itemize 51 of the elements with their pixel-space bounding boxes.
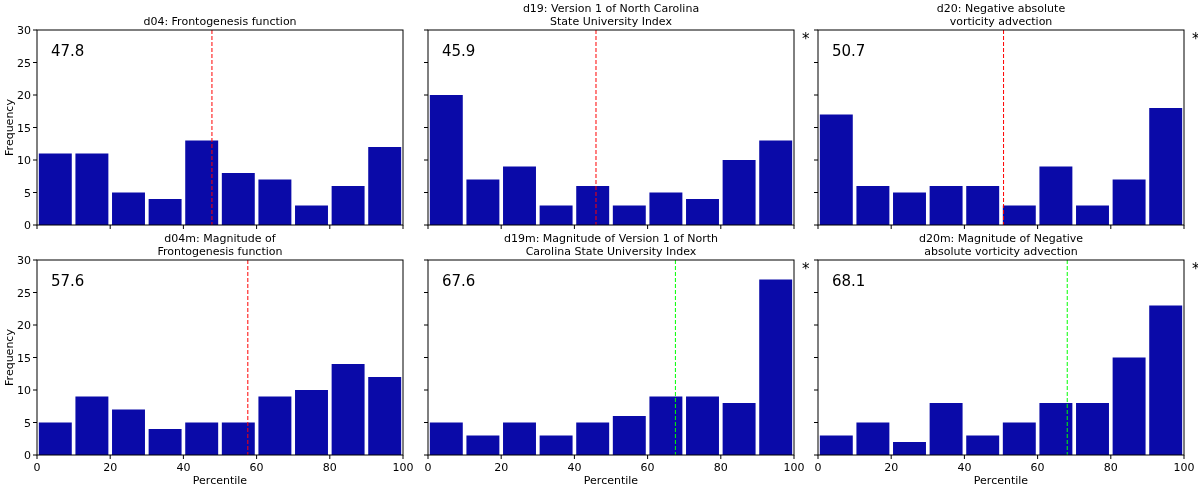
- chart-title: d20: Negative absolute vorticity advection: [936, 2, 1066, 28]
- x-tick-label: 80: [322, 461, 337, 474]
- y-tick-label: 5: [24, 186, 31, 200]
- x-tick-label: 60: [249, 461, 264, 474]
- x-tick-label: 40: [176, 461, 191, 474]
- y-tick-label: 10: [17, 384, 31, 397]
- x-axis-title: Percentile: [973, 474, 1029, 485]
- x-tick-label: 20: [103, 461, 118, 474]
- x-tick-label: 100: [1173, 461, 1195, 474]
- x-tick-label: 40: [567, 461, 582, 474]
- y-tick-label: 25: [17, 56, 31, 70]
- y-tick-label: 0: [24, 219, 31, 232]
- y-tick-label: 25: [17, 286, 31, 300]
- y-tick-label: 10: [17, 154, 31, 167]
- y-tick-label: 15: [17, 351, 31, 365]
- x-tick-label: 100: [783, 461, 805, 474]
- chart-title: d19m: Magnitude of Version 1 of North Carolina State University Index: [503, 232, 719, 258]
- x-tick-label: 80: [713, 461, 728, 474]
- y-tick-label: 30: [17, 254, 31, 267]
- annotation: 67.6: [442, 272, 476, 290]
- y-tick-label: 30: [17, 24, 31, 37]
- annotation: 50.7: [832, 42, 866, 60]
- x-tick-label: 40: [957, 461, 972, 474]
- x-tick-label: 20: [884, 461, 899, 474]
- x-tick-label: 0: [814, 461, 822, 474]
- text: *: [802, 30, 810, 48]
- y-axis-title: Frequency: [3, 98, 16, 156]
- y-tick-label: 0: [24, 449, 31, 462]
- x-tick-label: 80: [1103, 461, 1118, 474]
- annotation: 45.9: [442, 42, 476, 60]
- chart-title: d19: Version 1 of North Carolina State University Index: [522, 2, 700, 28]
- x-tick-label: 60: [1030, 461, 1045, 474]
- x-axis-title: Percentile: [583, 474, 639, 485]
- chart-title: d04m: Magnitude of Frontogenesis function: [157, 232, 283, 258]
- x-tick-label: 100: [392, 461, 414, 474]
- x-tick-label: 0: [424, 461, 432, 474]
- x-tick-label: 0: [33, 461, 41, 474]
- y-axis-title: Frequency: [3, 328, 16, 386]
- chart-title: d04: Frontogenesis function: [143, 15, 297, 28]
- x-tick-label: 20: [494, 461, 509, 474]
- x-tick-label: 60: [640, 461, 655, 474]
- chart-title: d20m: Magnitude of Negative absolute vorticity advection: [918, 232, 1084, 258]
- annotation: 47.8: [51, 42, 85, 60]
- y-tick-label: 20: [17, 89, 31, 102]
- x-axis-title: Percentile: [192, 474, 248, 485]
- y-tick-label: 20: [17, 319, 31, 332]
- y-tick-label: 15: [17, 121, 31, 135]
- y-tick-label: 5: [24, 416, 31, 430]
- annotation: 57.6: [51, 272, 85, 290]
- annotation: 68.1: [832, 272, 866, 290]
- text: *: [802, 260, 810, 278]
